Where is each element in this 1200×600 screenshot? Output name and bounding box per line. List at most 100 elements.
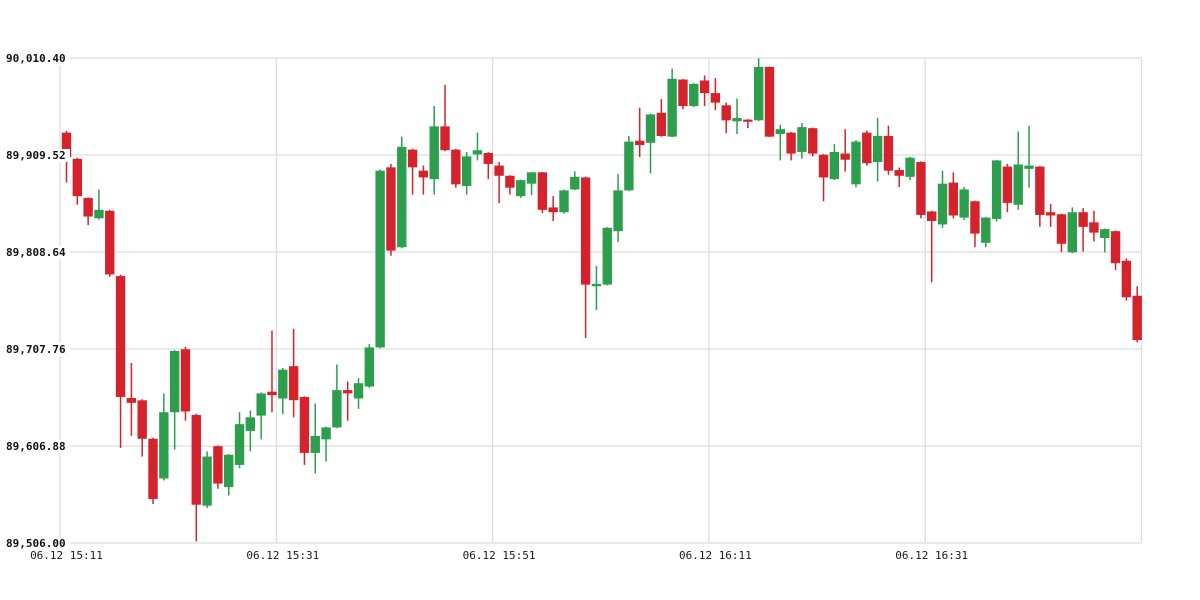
candle-16:36[interactable] bbox=[981, 217, 991, 248]
candle-15:58[interactable] bbox=[570, 171, 580, 191]
candle-16:41[interactable] bbox=[1035, 166, 1045, 227]
candle-15:33[interactable] bbox=[299, 396, 310, 465]
candle-15:37[interactable] bbox=[342, 381, 353, 421]
candle-15:48[interactable] bbox=[461, 151, 472, 195]
candle-16:25[interactable] bbox=[862, 130, 872, 166]
candle-15:43[interactable] bbox=[407, 148, 418, 195]
candle-16:42[interactable] bbox=[1045, 203, 1056, 227]
candle-16:16[interactable] bbox=[764, 66, 775, 138]
candle-16:20[interactable] bbox=[808, 127, 818, 157]
candle-16:15[interactable] bbox=[753, 58, 764, 121]
candle-15:32[interactable] bbox=[288, 328, 299, 418]
candle-15:24[interactable] bbox=[202, 451, 212, 508]
candle-15:31[interactable] bbox=[278, 368, 288, 414]
candle-16:43[interactable] bbox=[1056, 213, 1067, 253]
candle-15:44[interactable] bbox=[418, 165, 429, 195]
candle-16:46[interactable] bbox=[1089, 210, 1099, 242]
candle-16:18[interactable] bbox=[786, 131, 796, 161]
candle-15:55[interactable] bbox=[537, 171, 548, 214]
candle-16:01[interactable] bbox=[602, 227, 612, 286]
candle-16:05[interactable] bbox=[645, 113, 656, 174]
candle-15:38[interactable] bbox=[353, 378, 364, 409]
candle-15:20[interactable] bbox=[159, 393, 169, 481]
candle-15:29[interactable] bbox=[256, 392, 266, 440]
candle-16:50[interactable] bbox=[1132, 286, 1142, 343]
candle-15:17[interactable] bbox=[126, 363, 137, 436]
candle-15:41[interactable] bbox=[386, 163, 396, 256]
candle-16:09[interactable] bbox=[689, 83, 699, 107]
candle-16:04[interactable] bbox=[634, 107, 645, 158]
candle-15:25[interactable] bbox=[213, 445, 223, 489]
candle-15:18[interactable] bbox=[137, 399, 147, 457]
candle-15:13[interactable] bbox=[83, 197, 93, 226]
candle-15:26[interactable] bbox=[224, 454, 234, 496]
candle-16:39[interactable] bbox=[1013, 131, 1023, 210]
candle-15:46[interactable] bbox=[440, 84, 450, 152]
candle-16:06[interactable] bbox=[656, 99, 667, 137]
candle-16:27[interactable] bbox=[883, 125, 894, 175]
candle-15:27[interactable] bbox=[234, 412, 245, 469]
candle-16:08[interactable] bbox=[678, 79, 688, 110]
candle-16:47[interactable] bbox=[1100, 228, 1110, 253]
candle-16:32[interactable] bbox=[937, 170, 948, 228]
candle-15:15[interactable] bbox=[105, 209, 115, 277]
candle-15:39[interactable] bbox=[364, 344, 375, 388]
candle-16:30[interactable] bbox=[916, 161, 926, 219]
candle-15:42[interactable] bbox=[397, 136, 407, 249]
candle-15:51[interactable] bbox=[494, 162, 504, 203]
candle-15:14[interactable] bbox=[94, 189, 104, 220]
candle-15:36[interactable] bbox=[332, 364, 342, 429]
candle-15:45[interactable] bbox=[429, 105, 439, 195]
candle-15:16[interactable] bbox=[115, 274, 126, 448]
candle-16:19[interactable] bbox=[797, 123, 807, 159]
candle-15:54[interactable] bbox=[526, 171, 537, 196]
candle-15:19[interactable] bbox=[148, 437, 158, 504]
candle-15:22[interactable] bbox=[180, 346, 191, 421]
candle-16:24[interactable] bbox=[851, 140, 861, 188]
candle-16:48[interactable] bbox=[1110, 230, 1121, 271]
candle-16:31[interactable] bbox=[927, 210, 937, 283]
candle-16:34[interactable] bbox=[959, 187, 969, 221]
candle-15:57[interactable] bbox=[559, 189, 569, 214]
candle-16:21[interactable] bbox=[818, 154, 829, 202]
candle-16:02[interactable] bbox=[613, 173, 623, 243]
candle-16:17[interactable] bbox=[775, 124, 785, 161]
candle-16:10[interactable] bbox=[699, 75, 710, 106]
candle-15:21[interactable] bbox=[169, 350, 180, 450]
candle-16:13[interactable] bbox=[732, 98, 742, 134]
candle-16:49[interactable] bbox=[1121, 258, 1132, 301]
candle-16:45[interactable] bbox=[1078, 208, 1088, 252]
candle-16:40[interactable] bbox=[1024, 125, 1034, 188]
candle-16:14[interactable] bbox=[743, 119, 753, 129]
candle-15:49[interactable] bbox=[472, 132, 483, 161]
candle-16:44[interactable] bbox=[1067, 207, 1077, 254]
candle-15:47[interactable] bbox=[451, 148, 461, 188]
candle-15:30[interactable] bbox=[267, 330, 277, 413]
candle-16:03[interactable] bbox=[624, 135, 634, 192]
candle-16:12[interactable] bbox=[721, 102, 731, 134]
candle-16:38[interactable] bbox=[1002, 163, 1013, 213]
candle-15:12[interactable] bbox=[72, 157, 83, 205]
candle-15:59[interactable] bbox=[580, 176, 591, 338]
candle-15:56[interactable] bbox=[548, 196, 558, 221]
candle-16:29[interactable] bbox=[905, 156, 915, 181]
candle-16:37[interactable] bbox=[991, 159, 1002, 222]
candle-16:26[interactable] bbox=[872, 117, 883, 182]
candle-16:35[interactable] bbox=[970, 200, 980, 248]
candle-16:23[interactable] bbox=[840, 129, 850, 172]
candle-15:53[interactable] bbox=[516, 179, 526, 198]
candle-15:52[interactable] bbox=[505, 175, 515, 195]
candle-15:40[interactable] bbox=[375, 169, 385, 349]
candle-16:28[interactable] bbox=[894, 167, 904, 188]
candle-16:07[interactable] bbox=[667, 68, 677, 138]
candle-15:28[interactable] bbox=[245, 410, 256, 452]
candle-16:33[interactable] bbox=[948, 172, 959, 219]
candle-15:35[interactable] bbox=[321, 426, 331, 462]
candle-16:22[interactable] bbox=[829, 144, 840, 181]
candle-15:23[interactable] bbox=[191, 413, 201, 542]
candle-15:50[interactable] bbox=[483, 152, 493, 180]
candle-16:11[interactable] bbox=[710, 78, 721, 111]
candle-16:00[interactable] bbox=[591, 265, 602, 311]
